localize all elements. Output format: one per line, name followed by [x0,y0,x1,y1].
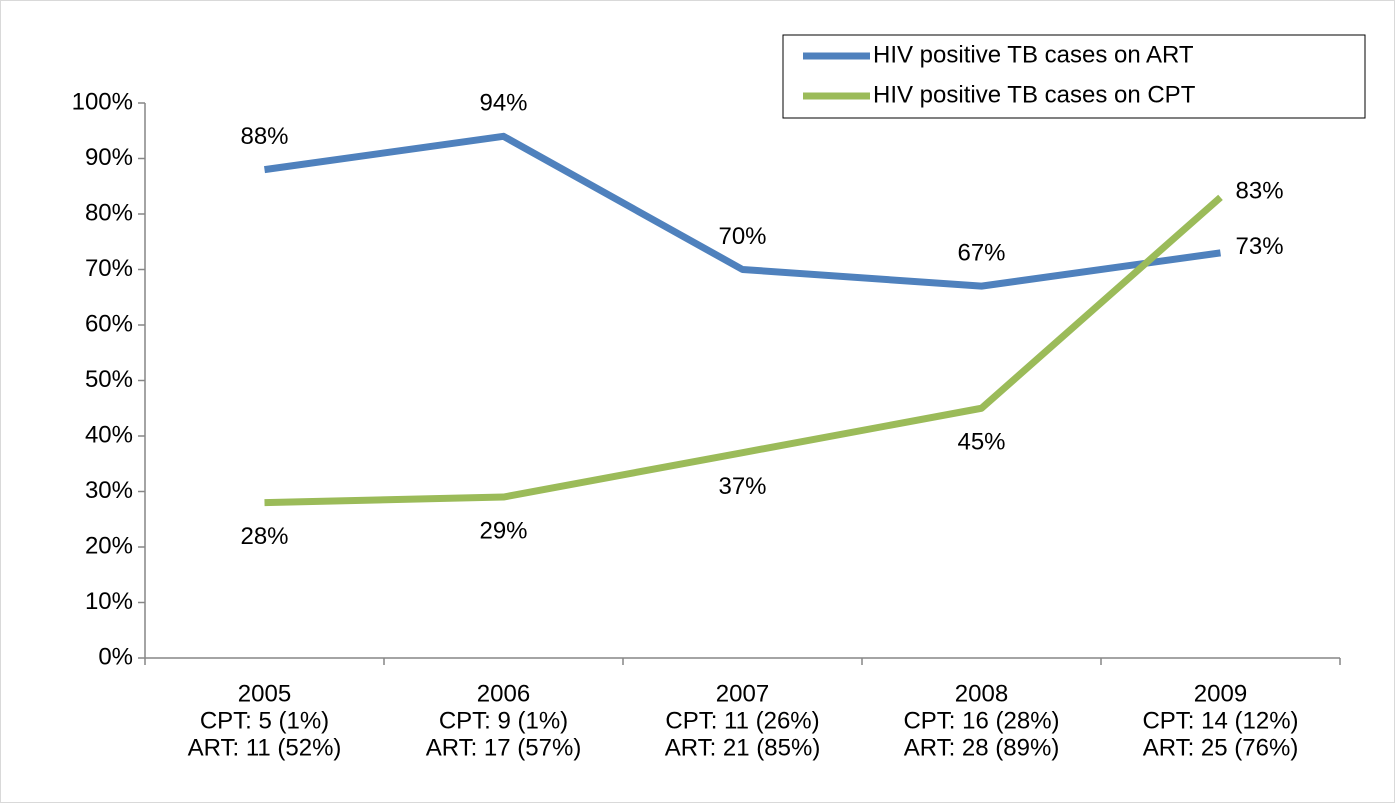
x-tick-label: ART: 25 (76%) [1143,734,1299,761]
y-tick-label: 30% [85,477,133,504]
data-label: 28% [240,523,288,550]
x-tick-label: 2006 [477,680,530,707]
data-label: 88% [240,123,288,150]
data-label: 37% [718,473,766,500]
y-tick-label: 70% [85,255,133,282]
y-tick-label: 10% [85,588,133,615]
series-line [264,194,1223,507]
x-tick-label: CPT: 14 (12%) [1142,707,1298,734]
series-line [264,132,1221,290]
legend-label: HIV positive TB cases on ART [873,41,1194,68]
data-label: 94% [479,90,527,117]
data-label: 83% [1236,178,1284,205]
y-tick-label: 80% [85,199,133,226]
data-label: 45% [957,429,1005,456]
data-label: 73% [1236,233,1284,260]
y-tick-label: 20% [85,532,133,559]
x-tick-label: CPT: 11 (26%) [665,707,819,734]
x-tick-label: 2005 [238,680,291,707]
y-tick-label: 40% [85,421,133,448]
y-tick-label: 50% [85,366,133,393]
data-label: 67% [957,239,1005,266]
x-tick-label: CPT: 16 (28%) [903,707,1059,734]
x-tick-label: ART: 11 (52%) [188,734,342,761]
x-tick-label: CPT: 9 (1%) [439,707,568,734]
y-tick-label: 0% [98,643,133,670]
legend-box [782,34,1366,119]
legend-label: HIV positive TB cases on CPT [873,81,1196,108]
x-tick-label: 2007 [716,680,769,707]
x-tick-label: ART: 28 (89%) [904,734,1060,761]
x-tick-label: 2009 [1194,680,1247,707]
x-tick-label: 2008 [955,680,1008,707]
data-label: 70% [718,223,766,250]
y-tick-label: 60% [85,310,133,337]
y-tick-label: 100% [72,88,133,115]
data-label: 29% [479,517,527,544]
y-tick-label: 90% [85,144,133,171]
x-tick-label: CPT: 5 (1%) [200,707,329,734]
x-tick-label: ART: 21 (85%) [665,734,821,761]
x-tick-label: ART: 17 (57%) [426,734,582,761]
